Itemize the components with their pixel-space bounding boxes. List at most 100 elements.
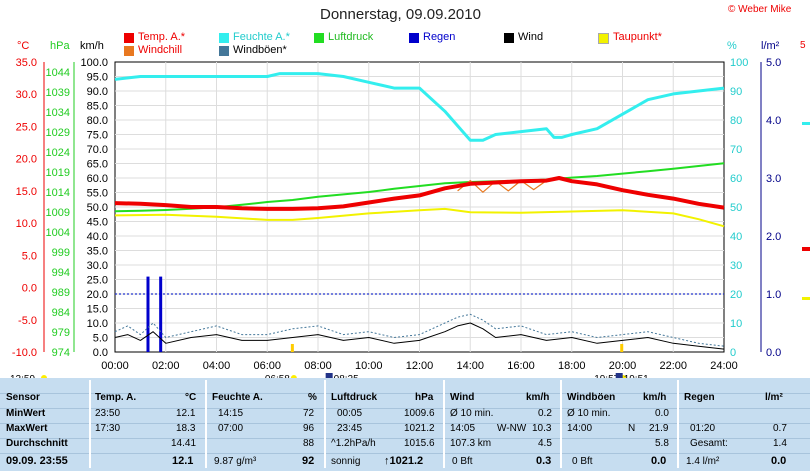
y-tick-press: 1004 bbox=[46, 227, 70, 239]
y-tick-press: 1039 bbox=[46, 87, 70, 99]
y-tick-press: 984 bbox=[52, 307, 70, 319]
axis-unit-rain: l/m² bbox=[761, 40, 780, 52]
y-tick-wind: 15.0 bbox=[87, 304, 108, 316]
y-tick-press: 999 bbox=[52, 247, 70, 259]
x-tick-label: 12:00 bbox=[406, 360, 434, 372]
min-wind-value: 0.2 bbox=[538, 408, 552, 419]
y-tick-press: 1044 bbox=[46, 67, 70, 79]
col-header-wind: Wind bbox=[450, 392, 475, 403]
rain-bar bbox=[146, 276, 150, 352]
min-temp-time: 23:50 bbox=[95, 408, 121, 419]
legend-label-pressure: Luftdruck bbox=[328, 31, 374, 43]
y-tick-wind: 25.0 bbox=[87, 275, 108, 287]
max-wind-value: 10.3 bbox=[532, 423, 552, 434]
cur-gust-bft: 0 Bft bbox=[572, 456, 593, 467]
axis-unit-wind: km/h bbox=[80, 40, 104, 52]
max-wind-dir: W-NW bbox=[497, 423, 527, 434]
y-tick-press: 1009 bbox=[46, 207, 70, 219]
legend-label-wind: Wind bbox=[518, 31, 544, 43]
col-header-temp: Temp. A. bbox=[95, 392, 137, 403]
y-tick-temp: 5.0 bbox=[22, 250, 37, 262]
min-gust-time: Ø 10 min. bbox=[567, 408, 611, 419]
max-wind-time: 14:05 bbox=[450, 423, 476, 434]
y-tick-wind: 30.0 bbox=[87, 260, 108, 272]
y-tick-temp: 0.0 bbox=[22, 283, 37, 295]
series-line-temp-a- bbox=[114, 176, 725, 211]
chart-title: Donnerstag, 09.09.2010 bbox=[320, 6, 481, 23]
axis-unit-hum: % bbox=[727, 40, 737, 52]
y-tick-wind: 85.0 bbox=[87, 101, 108, 113]
x-tick-label: 00:00 bbox=[101, 360, 129, 372]
row-label-min: MinWert bbox=[6, 408, 46, 419]
y-tick-wind: 65.0 bbox=[87, 159, 108, 171]
y-tick-wind: 20.0 bbox=[87, 289, 108, 301]
y-tick-temp: 20.0 bbox=[16, 154, 37, 166]
max-temp-time: 17:30 bbox=[95, 423, 121, 434]
y-tick-rain: 4.0 bbox=[766, 115, 781, 127]
axis-unit-temp: °C bbox=[17, 40, 30, 52]
stats-table: Sensor Temp. A. °C Feuchte A. % Luftdruc… bbox=[0, 378, 810, 471]
avg-wind-value: 4.5 bbox=[538, 438, 552, 449]
rain-bar bbox=[159, 276, 163, 352]
y-tick-temp: 35.0 bbox=[16, 57, 37, 69]
y-tick-wind: 70.0 bbox=[87, 144, 108, 156]
y-tick-wind: 0.0 bbox=[93, 347, 108, 359]
max-gust-time: 14:00 bbox=[567, 423, 593, 434]
y-tick-wind: 90.0 bbox=[87, 86, 108, 98]
row-label-max: MaxWert bbox=[6, 423, 48, 434]
row-label-current: 09.09. 23:55 bbox=[6, 455, 68, 467]
min-hum-time: 14:15 bbox=[218, 408, 244, 419]
y-tick-temp: -10.0 bbox=[12, 347, 37, 359]
col-header-press: Luftdruck bbox=[331, 392, 378, 403]
x-tick-label: 10:00 bbox=[355, 360, 383, 372]
y-tick-rain: 0.0 bbox=[766, 347, 781, 359]
moon-time-label: 19:51 bbox=[624, 374, 649, 378]
col-header-sensor: Sensor bbox=[6, 392, 40, 403]
legend-swatch-dewpoint bbox=[598, 33, 609, 44]
y-tick-hum: 0 bbox=[730, 347, 736, 359]
max-gust-dir: N bbox=[628, 423, 636, 434]
x-tick-label: 14:00 bbox=[456, 360, 484, 372]
min-press-value: 1009.6 bbox=[404, 408, 435, 419]
y-tick-rain: 2.0 bbox=[766, 231, 781, 243]
moon-time-label: 08:25 bbox=[334, 374, 359, 378]
right-panel-dew-mark bbox=[802, 297, 810, 300]
y-tick-press: 979 bbox=[52, 327, 70, 339]
y-tick-hum: 60 bbox=[730, 173, 742, 185]
avg-temp-value: 14.41 bbox=[171, 438, 197, 449]
y-tick-wind: 5.0 bbox=[93, 333, 108, 345]
legend-label-humidity: Feuchte A.* bbox=[233, 31, 290, 43]
col-header-rain: Regen bbox=[684, 392, 715, 403]
series-line-taupunkt- bbox=[114, 207, 725, 228]
chart-svg: 00:00 02:00 04:00 06:00 08:00 10:00 12:00 14:00… bbox=[10, 57, 810, 378]
sunrise-marker bbox=[620, 344, 624, 352]
cur-rain-total: 1.4 l/m² bbox=[686, 456, 720, 467]
y-tick-temp: 15.0 bbox=[16, 186, 37, 198]
legend-swatch-pressure bbox=[314, 33, 324, 43]
y-tick-wind: 40.0 bbox=[87, 231, 108, 243]
x-tick-label: 16:00 bbox=[507, 360, 535, 372]
y-tick-press: 994 bbox=[52, 267, 70, 279]
legend-swatch-humidity bbox=[219, 33, 229, 43]
axis-unit-press: hPa bbox=[50, 40, 70, 52]
x-tick-label: 04:00 bbox=[203, 360, 231, 372]
legend-swatch-rain bbox=[409, 33, 419, 43]
y-tick-hum: 50 bbox=[730, 202, 742, 214]
cur-weather: sonnig bbox=[331, 456, 361, 467]
x-tick-label: 02:00 bbox=[152, 360, 180, 372]
y-tick-press: 1034 bbox=[46, 107, 70, 119]
max-rain-time: 01:20 bbox=[690, 423, 716, 434]
max-press-value: 1021.2 bbox=[404, 423, 435, 434]
x-tick-label: 08:00 bbox=[304, 360, 332, 372]
sun-time-label: 06:58 bbox=[265, 374, 290, 378]
y-tick-press: 989 bbox=[52, 287, 70, 299]
cur-hum-abs: 9.87 g/m³ bbox=[214, 456, 257, 467]
y-tick-hum: 20 bbox=[730, 289, 742, 301]
y-tick-press: 974 bbox=[52, 347, 70, 359]
cur-temp-value: 12.1 bbox=[172, 455, 194, 467]
right-panel-temp-mark bbox=[802, 247, 810, 251]
y-tick-rain: 3.0 bbox=[766, 173, 781, 185]
col-header-gust-unit: km/h bbox=[643, 392, 667, 403]
y-tick-wind: 95.0 bbox=[87, 72, 108, 84]
